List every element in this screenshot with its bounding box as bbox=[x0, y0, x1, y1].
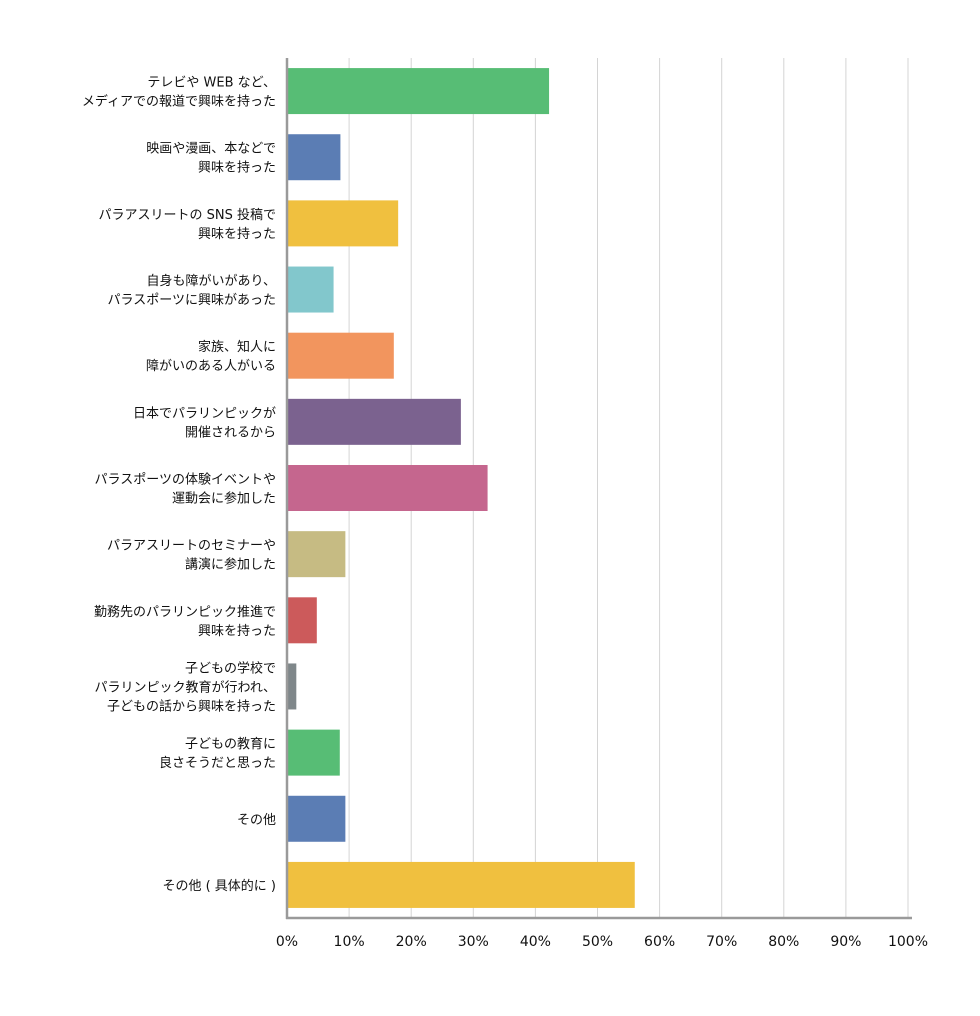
bar bbox=[287, 465, 488, 511]
bar bbox=[287, 597, 317, 644]
bar bbox=[287, 729, 340, 776]
x-tick-label: 40% bbox=[520, 934, 551, 950]
category-label: 映画や漫画、本などで興味を持った bbox=[146, 142, 276, 176]
x-tick-label: 60% bbox=[644, 934, 675, 950]
x-tick-label: 0% bbox=[276, 934, 298, 950]
x-tick-label: 20% bbox=[396, 934, 427, 950]
bar bbox=[287, 531, 346, 578]
bar bbox=[287, 663, 297, 710]
bar bbox=[287, 861, 635, 908]
x-tick-label: 80% bbox=[768, 934, 799, 950]
tick-labels: 0% 10% 20% 30% 40% 50% 60% 70% 80% 90% 100% bbox=[276, 934, 928, 950]
x-tick-label: 50% bbox=[582, 934, 613, 950]
category-label: 子どもの教育に良さそうだと思った bbox=[159, 736, 276, 771]
bar bbox=[287, 332, 394, 379]
bars bbox=[287, 68, 635, 908]
category-labels: テレビや WEB など、メディアでの報道で興味を持った映画や漫画、本などで興味を… bbox=[82, 76, 276, 894]
category-label: テレビや WEB など、メディアでの報道で興味を持った bbox=[82, 76, 276, 110]
category-label: 家族、知人に障がいのある人がいる bbox=[146, 339, 276, 374]
bar bbox=[287, 266, 334, 313]
bar bbox=[287, 68, 550, 115]
category-label: 自身も障がいがあり、パラスポーツに興味があった bbox=[108, 273, 276, 308]
bar bbox=[287, 398, 461, 445]
category-label: 子どもの学校でパラリンピック教育が行われ、子どもの話から興味を持った bbox=[95, 660, 276, 714]
bar bbox=[287, 134, 341, 181]
category-label: パラアスリートのセミナーや講演に参加した bbox=[107, 539, 276, 573]
x-tick-label: 90% bbox=[830, 934, 861, 950]
category-label: パラアスリートの SNS 投稿で興味を持った bbox=[99, 207, 277, 242]
category-label: 日本でパラリンピックが開催されるから bbox=[133, 406, 276, 440]
x-tick-label: 10% bbox=[334, 934, 365, 950]
bar bbox=[287, 200, 399, 247]
grid-lines bbox=[348, 58, 909, 918]
x-tick-label: 30% bbox=[458, 934, 489, 950]
category-label: 勤務先のパラリンピック推進で興味を持った bbox=[94, 605, 276, 639]
x-tick-label: 70% bbox=[706, 934, 737, 950]
category-label: その他 bbox=[237, 813, 276, 828]
axes bbox=[285, 58, 912, 920]
bar bbox=[287, 795, 346, 842]
x-tick-label: 100% bbox=[888, 934, 928, 950]
category-label: パラスポーツの体験イベントや運動会に参加した bbox=[95, 473, 276, 507]
category-label: その他 ( 具体的に ) bbox=[162, 878, 276, 894]
